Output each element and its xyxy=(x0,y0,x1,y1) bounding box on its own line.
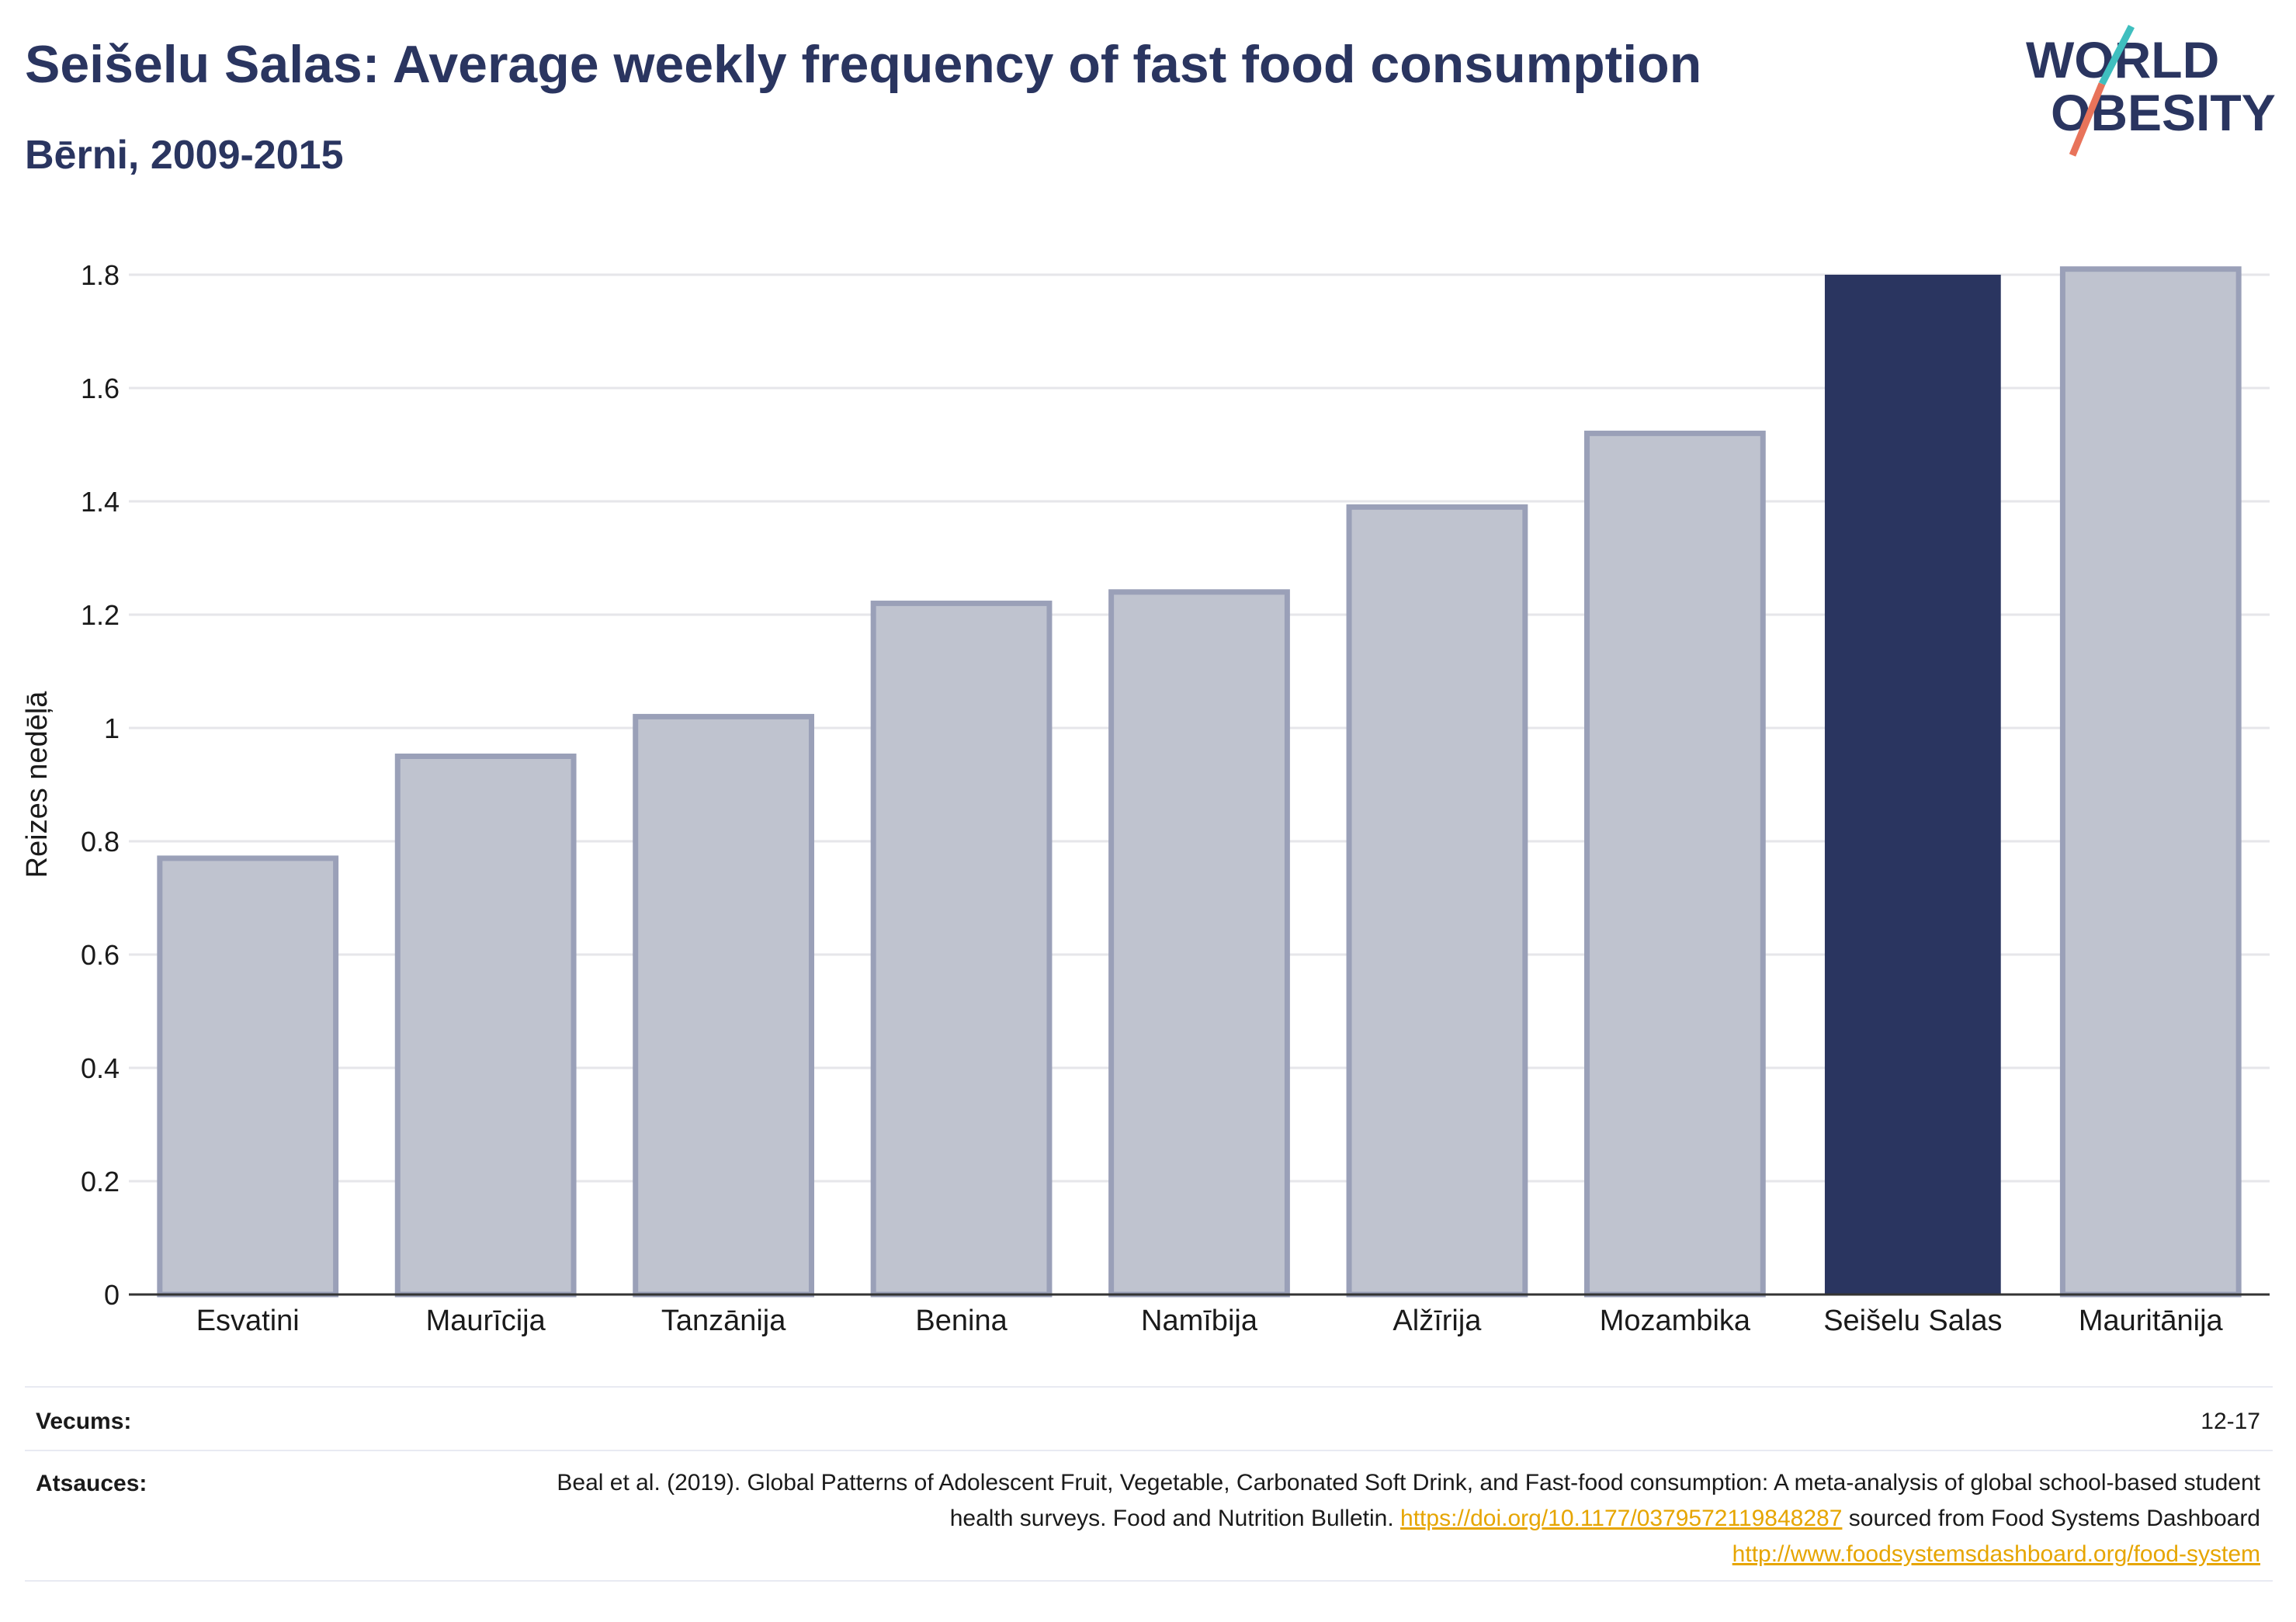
x-tick-label: Maurīcija xyxy=(426,1305,546,1337)
age-label: Vecums: xyxy=(36,1409,132,1434)
chart-subtitle: Bērni, 2009-2015 xyxy=(25,133,344,178)
x-tick-label: Seišelu Salas xyxy=(1823,1305,2002,1337)
y-tick-label: 0.2 xyxy=(81,1166,120,1197)
source-text-2: sourced from Food Systems Dashboard xyxy=(1848,1506,2260,1531)
y-tick-label: 0.8 xyxy=(81,826,120,858)
x-tick-label: Mozambika xyxy=(1600,1305,1751,1337)
bar-benina xyxy=(870,600,1053,1298)
logo-slash-teal xyxy=(2098,24,2135,86)
y-axis-label: Reizes nedēļā xyxy=(21,691,54,879)
y-tick-label: 1.2 xyxy=(81,599,120,631)
bar-tanz-nija xyxy=(633,713,814,1298)
bar-esvatini xyxy=(157,855,339,1298)
y-axis-ticks: 0 0.2 0.4 0.6 0.8 1 1.2 1.4 1.6 1.8 xyxy=(81,259,120,1311)
bar-mozambika xyxy=(1584,430,1766,1298)
footer-divider-middle xyxy=(25,1450,2273,1451)
bar-chart: 0 0.2 0.4 0.6 0.8 1 1.2 1.4 1.6 1.8 Esvatini Maurī… xyxy=(21,259,2270,1337)
y-tick-label: 0.6 xyxy=(81,939,120,971)
age-value: 12-17 xyxy=(2201,1409,2260,1434)
y-tick-label: 1 xyxy=(104,712,120,744)
bar-maurit-nija xyxy=(2059,266,2242,1298)
source-text-1: Beal et al. (2019). Global Patterns of A… xyxy=(557,1470,2260,1531)
source-link-doi[interactable]: https://doi.org/10.1177/0379572119848287 xyxy=(1400,1506,1843,1531)
y-tick-label: 1.4 xyxy=(81,486,120,518)
source-citation: Beal et al. (2019). Global Patterns of A… xyxy=(553,1465,2260,1572)
y-tick-label: 0.4 xyxy=(81,1052,120,1084)
bar-sei-elu-salas xyxy=(1824,275,2001,1294)
y-tick-label: 1.8 xyxy=(81,259,120,291)
bar-al-rija xyxy=(1346,504,1528,1298)
footer-divider-bottom xyxy=(25,1580,2273,1582)
bars xyxy=(157,266,2242,1298)
x-tick-label: Tanzānija xyxy=(661,1305,786,1337)
logo-slash-coral xyxy=(2069,82,2106,157)
chart-title: Seišelu Salas: Average weekly frequency … xyxy=(25,35,1702,94)
y-tick-label: 0 xyxy=(104,1279,120,1311)
x-tick-label: Alžīrija xyxy=(1393,1305,1482,1337)
y-tick-label: 1.6 xyxy=(81,373,120,404)
x-tick-label: Mauritānija xyxy=(2079,1305,2224,1337)
bar-nam-bija xyxy=(1108,589,1290,1298)
x-tick-label: Esvatini xyxy=(196,1305,300,1337)
x-tick-label: Namībija xyxy=(1141,1305,1258,1337)
source-link-dashboard[interactable]: http://www.foodsystemsdashboard.org/food… xyxy=(1732,1541,2260,1567)
x-axis-ticks: Esvatini Maurīcija Tanzānija Benina Namībija… xyxy=(196,1305,2224,1337)
x-tick-label: Benina xyxy=(915,1305,1008,1337)
footer-divider-top xyxy=(25,1386,2273,1388)
sources-label: Atsauces: xyxy=(36,1471,147,1496)
bar-maur-cija xyxy=(394,754,577,1298)
world-obesity-logo: WORLD OBESITY xyxy=(2026,24,2276,157)
